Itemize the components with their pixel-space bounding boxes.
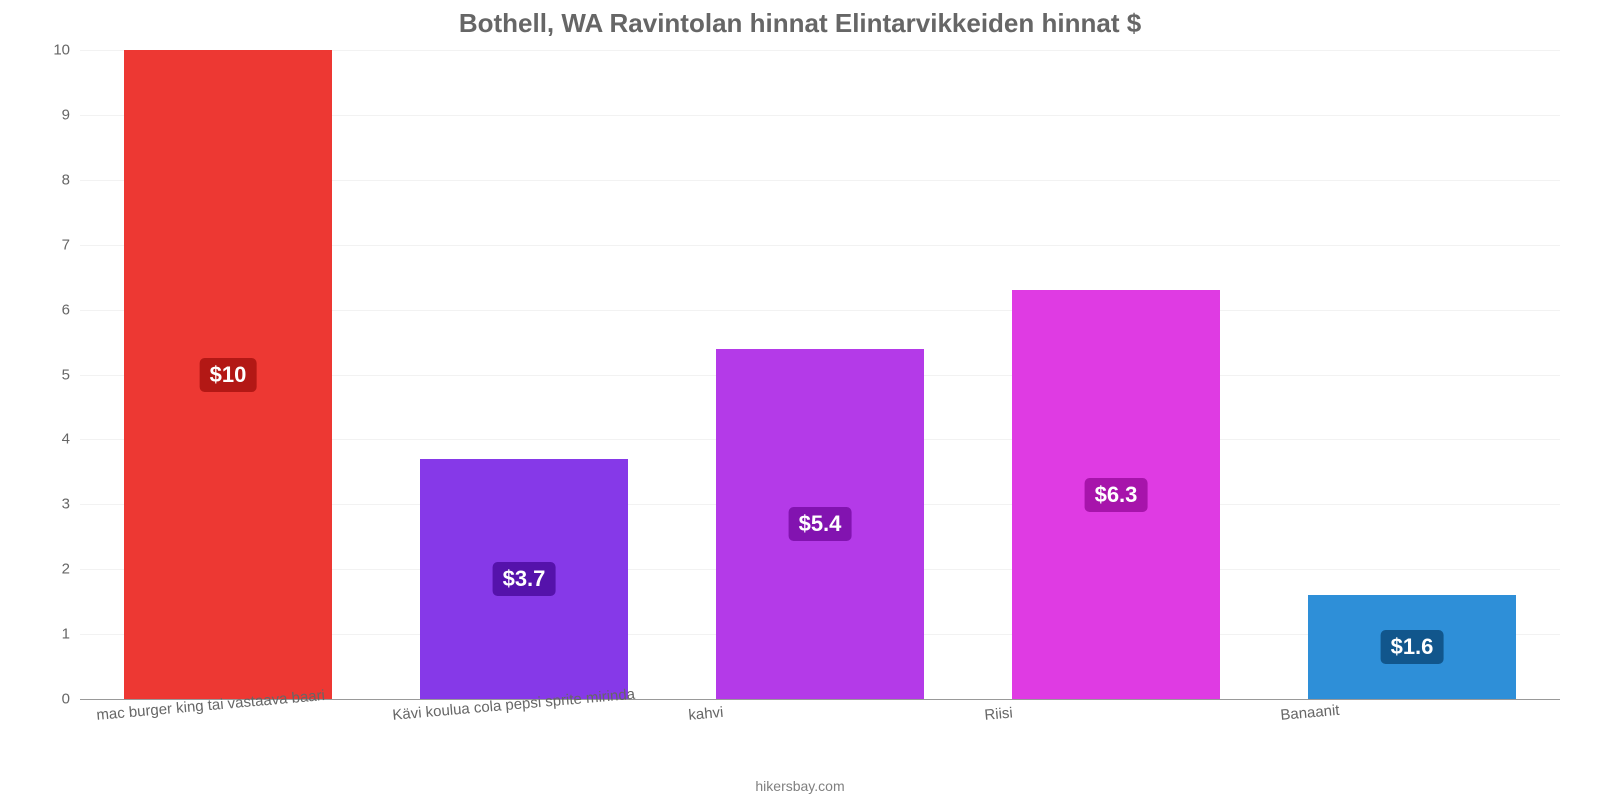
bar-value-label: $6.3 — [1085, 478, 1148, 512]
credit-text: hikersbay.com — [0, 778, 1600, 794]
x-tick-label: Riisi — [983, 704, 1013, 723]
plot-area: 012345678910$10mac burger king tai vasta… — [80, 50, 1560, 700]
bar-slot: $1.6Banaanit — [1264, 50, 1560, 699]
y-tick-label: 6 — [62, 301, 80, 318]
y-tick-label: 3 — [62, 496, 80, 513]
price-bar-chart: Bothell, WA Ravintolan hinnat Elintarvik… — [0, 0, 1600, 800]
y-tick-label: 8 — [62, 171, 80, 188]
bar-slot: $5.4kahvi — [672, 50, 968, 699]
y-tick-label: 9 — [62, 106, 80, 123]
y-tick-label: 5 — [62, 366, 80, 383]
y-tick-label: 7 — [62, 236, 80, 253]
y-tick-label: 2 — [62, 561, 80, 578]
bar-value-label: $5.4 — [789, 507, 852, 541]
bar-slot: $10mac burger king tai vastaava baari — [80, 50, 376, 699]
bar-value-label: $10 — [200, 358, 257, 392]
y-tick-label: 4 — [62, 431, 80, 448]
y-tick-label: 10 — [53, 42, 80, 59]
x-tick-label: Banaanit — [1279, 702, 1339, 724]
chart-title: Bothell, WA Ravintolan hinnat Elintarvik… — [0, 8, 1600, 39]
bar-value-label: $3.7 — [493, 562, 556, 596]
bar-slot: $3.7Kävi koulua cola pepsi sprite mirind… — [376, 50, 672, 699]
bar-value-label: $1.6 — [1381, 630, 1444, 664]
x-tick-label: kahvi — [687, 704, 723, 724]
y-tick-label: 1 — [62, 626, 80, 643]
y-tick-label: 0 — [62, 691, 80, 708]
bar-slot: $6.3Riisi — [968, 50, 1264, 699]
